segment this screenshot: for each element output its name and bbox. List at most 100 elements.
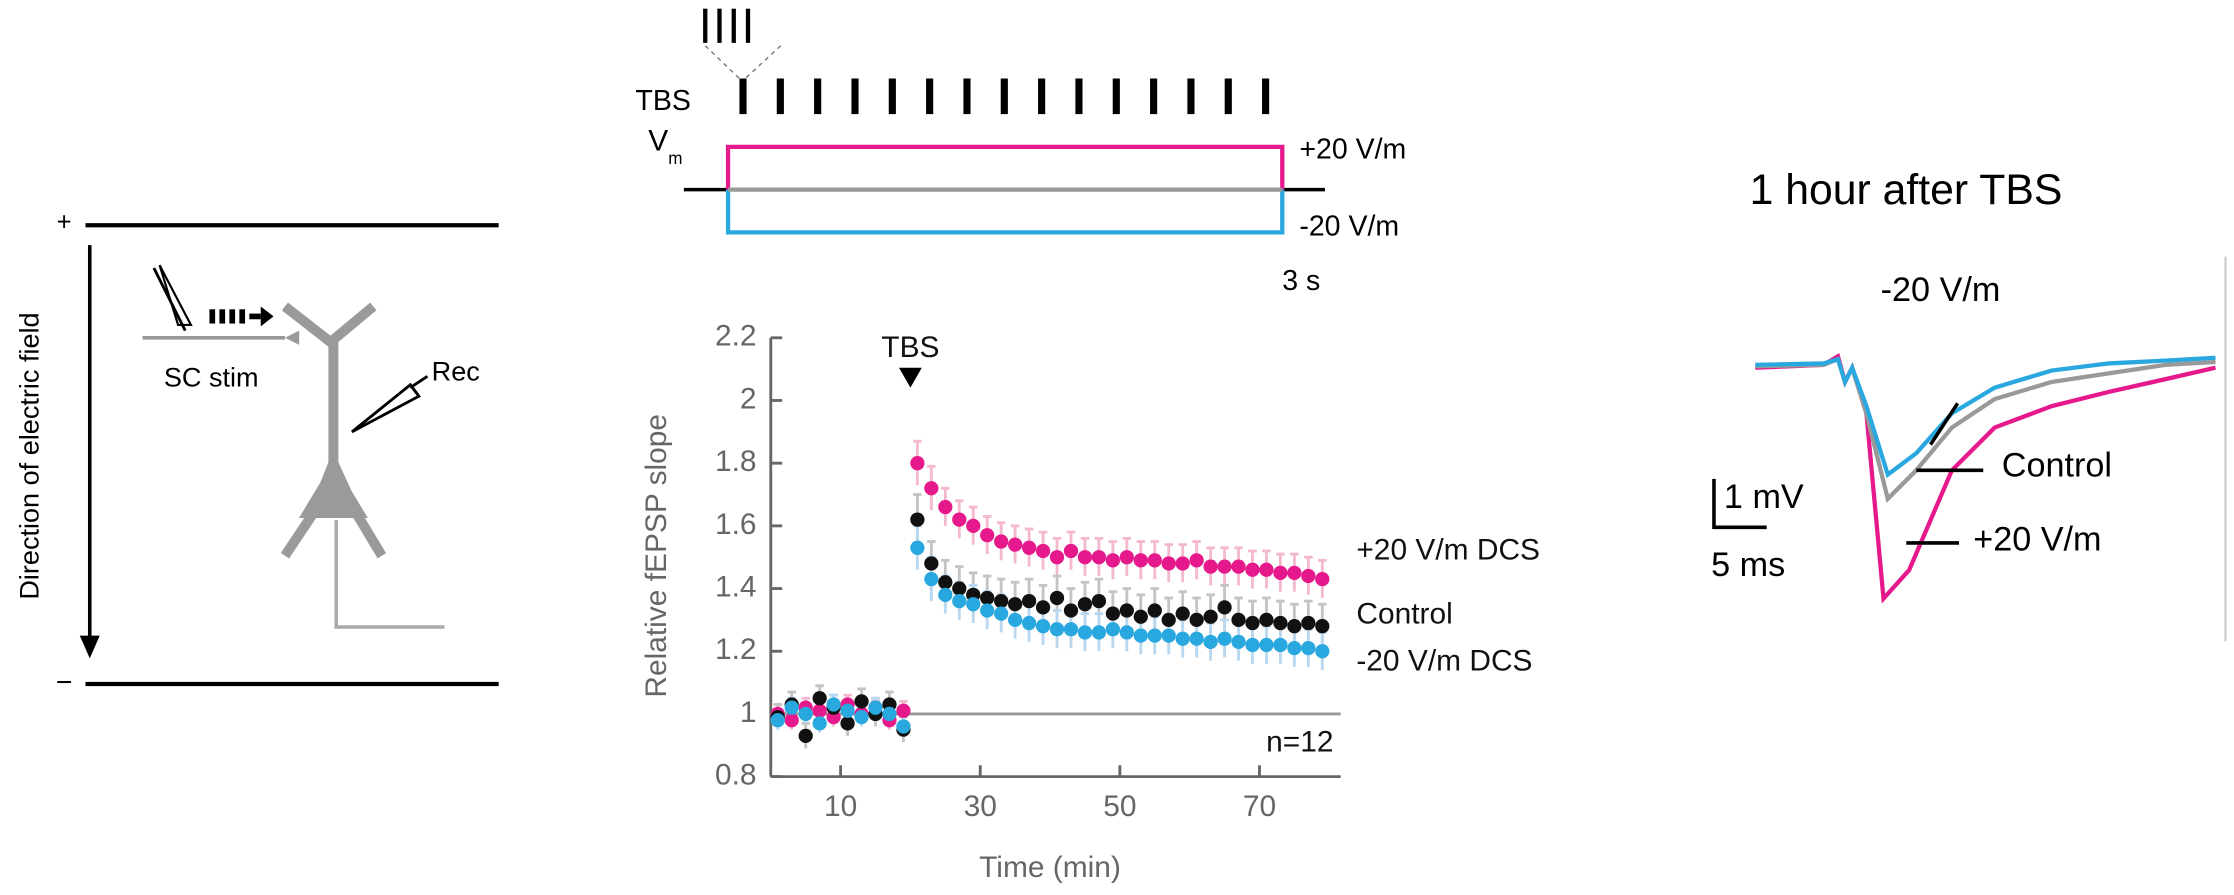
point (966, 597, 981, 612)
stim-label: SC stim (164, 361, 259, 392)
point (1259, 612, 1274, 628)
point (1301, 568, 1316, 584)
point (784, 700, 799, 715)
point (1119, 625, 1134, 640)
point (1063, 543, 1079, 559)
point (1231, 559, 1246, 574)
point (1077, 550, 1093, 565)
point (826, 697, 841, 712)
neg-label: -20 V/m (1299, 211, 1399, 243)
point (784, 713, 799, 728)
vm-subscript: m (668, 149, 682, 168)
point (1021, 615, 1037, 631)
point (1175, 631, 1190, 646)
tbs-arrow (899, 367, 922, 388)
point (1161, 556, 1176, 571)
point (1203, 634, 1218, 649)
point (1133, 628, 1148, 643)
point (1021, 593, 1037, 609)
point (840, 716, 855, 731)
point (1315, 644, 1330, 659)
tbs-bar (776, 78, 784, 115)
x-tick-label: 10 (824, 790, 857, 823)
point (910, 512, 925, 527)
point (1231, 612, 1246, 628)
n-annotation: n=12 (1266, 726, 1333, 759)
point (1301, 615, 1316, 631)
y-axis-label: Relative fEPSP slope (640, 414, 673, 698)
point (924, 556, 939, 571)
point (1091, 593, 1107, 609)
point (1273, 565, 1288, 581)
point (1008, 612, 1023, 628)
x-tick-label: 50 (1103, 790, 1136, 823)
point (882, 706, 897, 722)
tbs-bar (1038, 78, 1046, 115)
protocol: TBS V m +20 V/m -20 V/m 3 s (635, 8, 1406, 297)
point (896, 719, 911, 734)
point (854, 694, 869, 709)
tbs-bar (1262, 78, 1270, 115)
tbs-bar (1112, 78, 1120, 115)
traces-title: 1 hour after TBS (1750, 166, 2063, 214)
x-tick-label: 30 (964, 790, 997, 823)
point (952, 581, 967, 596)
point (1161, 628, 1176, 643)
point (868, 700, 883, 715)
burst-inset (703, 8, 751, 43)
point (1091, 550, 1107, 565)
point (1203, 609, 1218, 624)
point (770, 713, 785, 728)
pos-label: +20 V/m (1299, 134, 1406, 166)
point (910, 456, 925, 471)
vm-label: V (648, 125, 668, 158)
neg-trace (1755, 355, 2216, 479)
tbs-bar (739, 78, 747, 115)
point (1049, 550, 1065, 565)
neg-pointer (1929, 402, 1960, 446)
legend-label: Control (1356, 598, 1452, 631)
point (1245, 562, 1260, 577)
point (1217, 600, 1232, 615)
point (1077, 597, 1093, 612)
point (1245, 637, 1260, 653)
point (1189, 553, 1204, 568)
tbs-label: TBS (635, 85, 690, 117)
point (1287, 640, 1302, 656)
tbs-bars (739, 78, 1270, 115)
point (1217, 559, 1232, 574)
tbs-bar (814, 78, 822, 115)
point (812, 703, 827, 718)
point (938, 587, 953, 602)
point (1119, 550, 1134, 565)
point (938, 575, 953, 590)
legend-label: -20 V/m DCS (1356, 645, 1532, 678)
y-tick-label: 2.2 (715, 320, 757, 353)
tbs-bar (1150, 78, 1158, 115)
y-tick-label: 2 (740, 382, 757, 415)
point (1105, 622, 1120, 637)
inset-lines (704, 45, 782, 81)
scale-bar (1712, 478, 1767, 530)
point (938, 499, 953, 515)
point (1035, 543, 1051, 559)
point (798, 728, 813, 743)
traces: 1 hour after TBS -20 V/m Control +20 V/m… (1711, 166, 2227, 642)
point (1008, 597, 1023, 612)
point (1301, 640, 1316, 656)
point (1259, 562, 1274, 577)
point (980, 590, 995, 606)
point (1133, 609, 1148, 624)
point (1008, 537, 1023, 552)
point (1133, 553, 1148, 568)
point (1077, 625, 1093, 640)
chart: Relative fEPSP slope Time (min) 0.8 1 1.2 1… (640, 320, 1540, 884)
tbs-bar (1187, 78, 1195, 115)
point (980, 603, 995, 618)
point (896, 703, 911, 718)
field-label: Direction of electric field (14, 312, 45, 599)
point (1161, 612, 1176, 628)
point (1035, 619, 1051, 634)
